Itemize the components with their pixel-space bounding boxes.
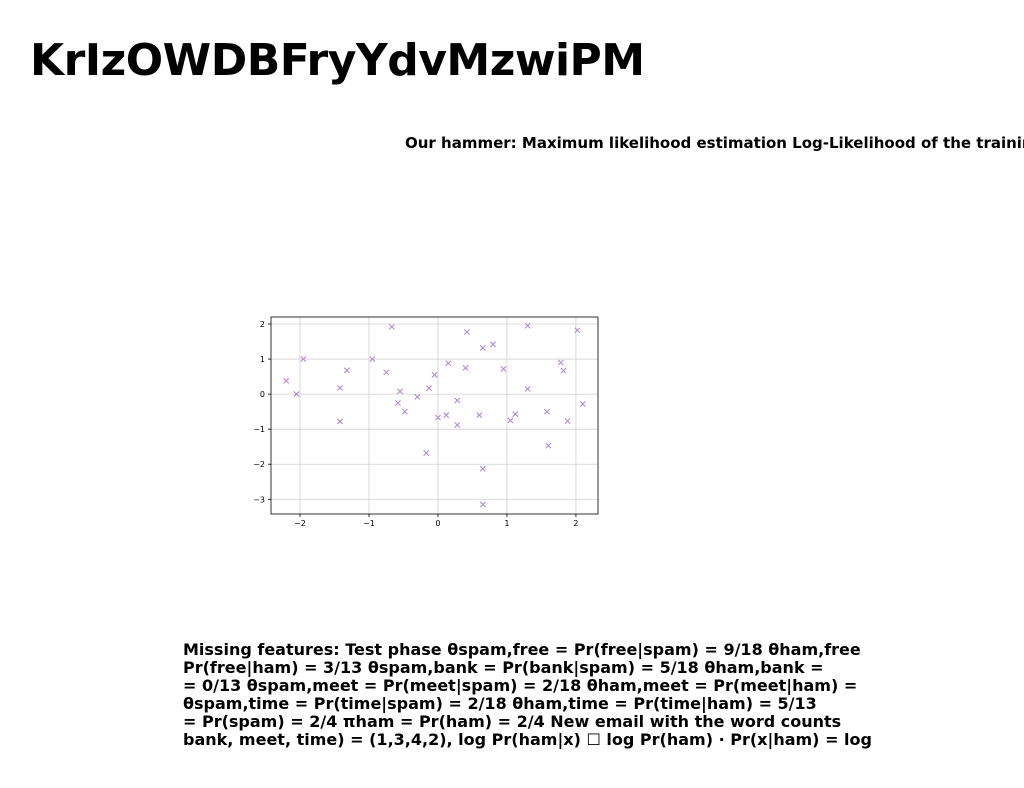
body-line: = Pr(spam) = 2/4 πham = Pr(ham) = 2/4 Ne… — [183, 712, 842, 731]
body-line: Pr(free|ham) = 3/13 θspam,bank = Pr(bank… — [183, 658, 824, 677]
y-tick-label: −3 — [253, 495, 265, 504]
scatter-point — [557, 359, 564, 366]
plot-frame — [270, 316, 599, 515]
scatter-point — [560, 367, 567, 374]
y-tick-label: −1 — [253, 425, 265, 434]
scatter-point — [564, 418, 571, 425]
y-tick-label: 2 — [260, 320, 265, 329]
x-tick-label: 0 — [435, 519, 440, 526]
body-line: θspam,time = Pr(time|spam) = 2/18 θham,t… — [183, 694, 817, 713]
scatter-point — [454, 421, 461, 428]
scatter-point — [545, 442, 552, 449]
scatter-point — [454, 397, 461, 404]
scatter-point — [524, 385, 531, 392]
scatter-point — [500, 365, 507, 372]
scatter-point — [369, 356, 376, 363]
scatter-point — [283, 377, 290, 384]
scatter-point — [443, 412, 450, 419]
body-text: Missing features: Test phase θspam,free … — [183, 641, 1013, 749]
y-tick-label: 0 — [260, 390, 265, 399]
scatter-point — [512, 411, 519, 418]
scatter-point — [423, 450, 430, 456]
x-tick-label: −2 — [294, 519, 306, 526]
scatter-point — [388, 323, 395, 330]
scatter-point — [579, 400, 586, 407]
scatter-chart: −2 −1 0 1 2 −3 −2 −1 0 1 2 — [253, 316, 599, 526]
y-tick-label: −2 — [253, 460, 265, 469]
x-tick-label: 1 — [504, 519, 509, 526]
scatter-point — [445, 360, 452, 367]
scatter-point — [479, 465, 486, 472]
slide-subtitle: Our hammer: Maximum likelihood estimatio… — [405, 134, 1024, 152]
scatter-point — [476, 412, 483, 419]
x-tick-label: 2 — [573, 519, 578, 526]
scatter-point — [462, 364, 469, 371]
scatter-point — [401, 408, 408, 415]
x-tick-label: −1 — [363, 519, 375, 526]
body-line: = 0/13 θspam,meet = Pr(meet|spam) = 2/18… — [183, 676, 858, 695]
scatter-point — [479, 501, 486, 508]
scatter-point — [414, 393, 421, 400]
scatter-point — [336, 418, 343, 425]
body-line: Missing features: Test phase θspam,free … — [183, 640, 861, 659]
scatter-point — [336, 384, 343, 391]
scatter-point — [343, 367, 350, 374]
scatter-point — [574, 327, 581, 334]
scatter-point — [524, 322, 531, 329]
scatter-point — [434, 414, 441, 421]
scatter-point — [425, 385, 432, 392]
scatter-point — [463, 329, 470, 336]
scatter-point — [479, 344, 486, 351]
y-tick-label: 1 — [260, 355, 265, 364]
scatter-point — [397, 388, 403, 395]
scatter-point — [507, 417, 514, 424]
scatter-point — [490, 341, 497, 348]
scatter-point — [394, 399, 401, 406]
page-title: KrIzOWDBFryYdvMzwiPM — [30, 35, 645, 86]
scatter-point — [383, 369, 390, 376]
scatter-point — [293, 391, 300, 398]
scatter-point — [543, 408, 550, 415]
scatter-point — [300, 356, 307, 363]
scatter-point — [431, 371, 438, 378]
body-line: bank, meet, time) = (1,3,4,2), log Pr(ha… — [183, 730, 872, 749]
